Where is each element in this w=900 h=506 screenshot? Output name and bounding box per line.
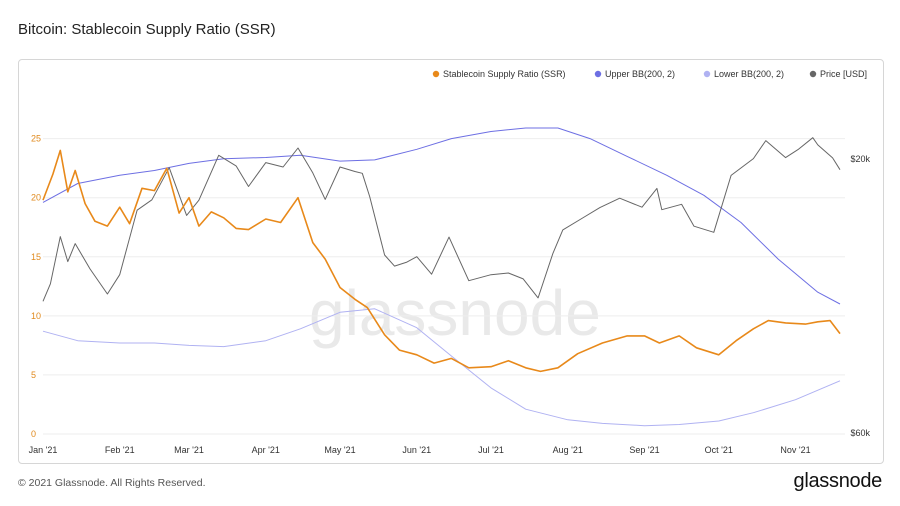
x-tick-label: Aug '21: [553, 445, 583, 455]
watermark: glassnode: [309, 277, 601, 349]
copyright-text: © 2021 Glassnode. All Rights Reserved.: [18, 477, 206, 489]
legend-item-label[interactable]: Lower BB(200, 2): [714, 69, 784, 79]
x-tick-label: Sep '21: [629, 445, 659, 455]
right-axis-ticks: $20k $60k: [850, 154, 870, 438]
y-tick-label: 10: [31, 311, 41, 321]
x-axis-ticks: Jan '21 Feb '21 Mar '21 Apr '21 May '21 Jun '…: [29, 445, 811, 455]
glassnode-logo[interactable]: glassnode: [793, 470, 883, 492]
legend-swatch: [594, 70, 602, 78]
legend-swatch: [432, 70, 440, 78]
y-tick-label: 5: [31, 370, 36, 380]
legend[interactable]: Stablecoin Supply Ratio (SSR) Upper BB(20…: [432, 69, 867, 79]
legend-item-label[interactable]: Stablecoin Supply Ratio (SSR): [443, 69, 566, 79]
chart-title: Bitcoin: Stablecoin Supply Ratio (SSR): [18, 21, 276, 38]
legend-item-label[interactable]: Price [USD]: [820, 69, 867, 79]
series-lines: [42, 127, 841, 427]
left-axis-ticks: 0 5 10 15 20 25: [31, 134, 41, 439]
x-tick-label: Apr '21: [252, 445, 280, 455]
chart-card: glassnode 0 5 10 15 20 25 $20k $60k Jan '21 Feb…: [18, 59, 884, 464]
series-line-0: [42, 149, 841, 373]
legend-swatch: [703, 70, 711, 78]
chart-svg: glassnode 0 5 10 15 20 25 $20k $60k Jan '21 Feb…: [29, 69, 871, 455]
right-tick-label: $60k: [850, 428, 870, 438]
y-tick-label: 25: [31, 134, 41, 144]
right-tick-label: $20k: [850, 154, 870, 164]
y-tick-label: 0: [31, 429, 36, 439]
y-tick-label: 15: [31, 252, 41, 262]
series-line-3: [42, 137, 841, 302]
x-tick-label: Jan '21: [29, 445, 58, 455]
y-tick-label: 20: [31, 193, 41, 203]
x-tick-label: Nov '21: [780, 445, 810, 455]
x-tick-label: Mar '21: [174, 445, 204, 455]
x-tick-label: Jun '21: [402, 445, 431, 455]
series-line-1: [42, 127, 841, 305]
legend-item-label[interactable]: Upper BB(200, 2): [605, 69, 675, 79]
x-tick-label: Oct '21: [705, 445, 733, 455]
x-tick-label: May '21: [324, 445, 355, 455]
x-tick-label: Feb '21: [105, 445, 135, 455]
legend-swatch: [809, 70, 817, 78]
x-tick-label: Jul '21: [478, 445, 504, 455]
series-line-2: [42, 308, 841, 427]
gridlines: [43, 138, 845, 435]
